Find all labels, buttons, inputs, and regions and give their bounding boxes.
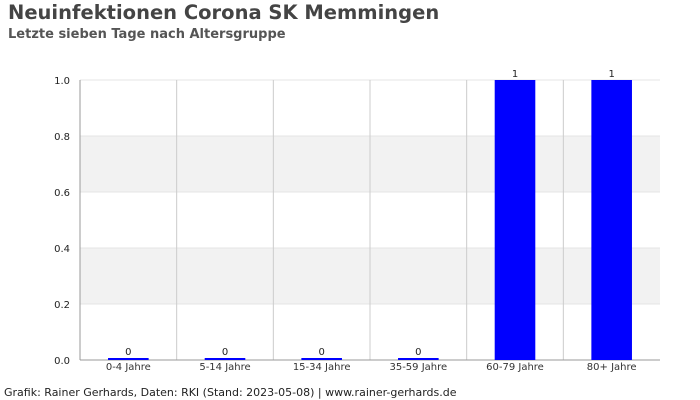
x-tick-label: 60-79 Jahre — [486, 362, 544, 373]
bar — [108, 358, 149, 360]
bar — [301, 358, 342, 360]
x-tick-label: 0-4 Jahre — [106, 362, 151, 373]
bar — [204, 358, 246, 360]
chart-title: Neuinfektionen Corona SK Memmingen — [8, 1, 440, 24]
data-label: 0 — [125, 347, 131, 358]
y-tick-label: 0.2 — [54, 300, 70, 311]
bar — [494, 80, 536, 360]
bar — [398, 358, 439, 360]
x-tick-label: 5-14 Jahre — [199, 362, 250, 373]
data-label: 0 — [415, 347, 421, 358]
y-tick-label: 0.8 — [54, 132, 70, 143]
y-tick-label: 1.0 — [54, 76, 70, 87]
data-label: 0 — [222, 347, 228, 358]
x-tick-label: 35-59 Jahre — [389, 362, 447, 373]
bar — [591, 80, 632, 360]
y-tick-label: 0.0 — [54, 356, 70, 367]
data-label: 0 — [318, 347, 324, 358]
source-credit: Grafik: Rainer Gerhards, Daten: RKI (Sta… — [4, 386, 457, 399]
y-tick-label: 0.6 — [54, 188, 70, 199]
x-tick-label: 15-34 Jahre — [293, 362, 351, 373]
y-tick-label: 0.4 — [54, 244, 70, 255]
data-label: 1 — [512, 69, 518, 80]
chart-subtitle: Letzte sieben Tage nach Altersgruppe — [8, 27, 286, 42]
x-tick-label: 80+ Jahre — [587, 362, 637, 373]
data-label: 1 — [608, 69, 614, 80]
